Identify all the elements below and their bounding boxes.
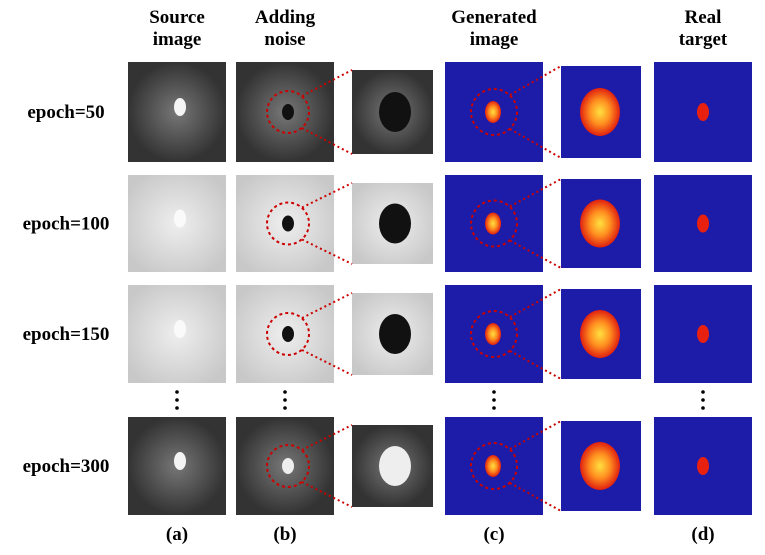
zoom-heat: [580, 442, 620, 490]
heat-blob: [485, 455, 501, 477]
noise-blob: [282, 458, 294, 474]
target-blob: [697, 214, 709, 233]
heat-blob: [485, 101, 501, 123]
ellipsis-dot: [701, 406, 705, 410]
target-spot: [174, 98, 186, 116]
ellipsis-dot: [283, 398, 287, 402]
zoom-heat: [580, 310, 620, 358]
noise-blob: [282, 104, 294, 120]
zoom-blob: [379, 446, 411, 486]
target-blob: [697, 457, 709, 475]
zoom-link: [301, 424, 353, 451]
column-header: image: [153, 29, 202, 50]
row-label: epoch=300: [23, 456, 110, 477]
target-spot: [174, 209, 186, 228]
ellipsis-dot: [283, 390, 287, 394]
zoom-link: [301, 182, 353, 209]
zoom-link: [301, 69, 353, 97]
panel-label: (d): [691, 524, 714, 545]
zoom-blob: [379, 203, 411, 244]
column-header: Real: [685, 7, 722, 28]
row-label: epoch=100: [23, 214, 110, 235]
column-header: noise: [264, 29, 305, 50]
zoom-circle: [470, 310, 518, 358]
zoom-link: [301, 238, 353, 265]
ellipsis-dot: [175, 406, 179, 410]
zoom-circle: [266, 444, 310, 488]
column-header: target: [679, 29, 728, 50]
zoom-circle: [470, 442, 518, 490]
zoom-link: [301, 481, 353, 508]
zoom-link: [301, 292, 353, 319]
row-label: epoch=50: [27, 102, 104, 123]
zoom-circle: [470, 88, 518, 136]
zoom-circle: [266, 201, 310, 246]
ellipsis-dot: [175, 398, 179, 402]
zoom-heat: [580, 88, 620, 136]
labels: SourceimageAddingnoiseGeneratedimageReal…: [23, 7, 728, 545]
ellipsis-dot: [492, 390, 496, 394]
ellipsis-dot: [492, 398, 496, 402]
row-label: epoch=150: [23, 324, 110, 345]
zoom-link: [301, 127, 353, 155]
column-header: Generated: [451, 7, 537, 28]
target-blob: [697, 103, 709, 121]
column-header: Adding: [255, 7, 316, 28]
panel-label: (a): [166, 524, 188, 545]
target-spot: [174, 452, 186, 470]
zoom-heat: [580, 199, 620, 248]
noise-blob: [282, 215, 294, 232]
target-spot: [174, 320, 186, 338]
panel-label: (c): [483, 524, 504, 545]
panel-label: (b): [273, 524, 296, 545]
ellipsis-dot: [175, 390, 179, 394]
zoom-link: [301, 349, 353, 376]
ellipsis-dot: [701, 398, 705, 402]
ellipsis-dot: [283, 406, 287, 410]
ellipsis-dot: [492, 406, 496, 410]
zoom-circle: [266, 90, 310, 134]
zoom-blob: [379, 314, 411, 354]
ellipsis-dot: [701, 390, 705, 394]
column-header: Source: [149, 7, 205, 28]
noise-blob: [282, 326, 294, 342]
zoom-circle: [470, 199, 518, 248]
zoom-blob: [379, 92, 411, 132]
target-blob: [697, 325, 709, 343]
column-header: image: [470, 29, 519, 50]
image-panels: [128, 62, 752, 515]
heat-blob: [485, 212, 501, 235]
zoom-circle: [266, 312, 310, 356]
heat-blob: [485, 323, 501, 345]
